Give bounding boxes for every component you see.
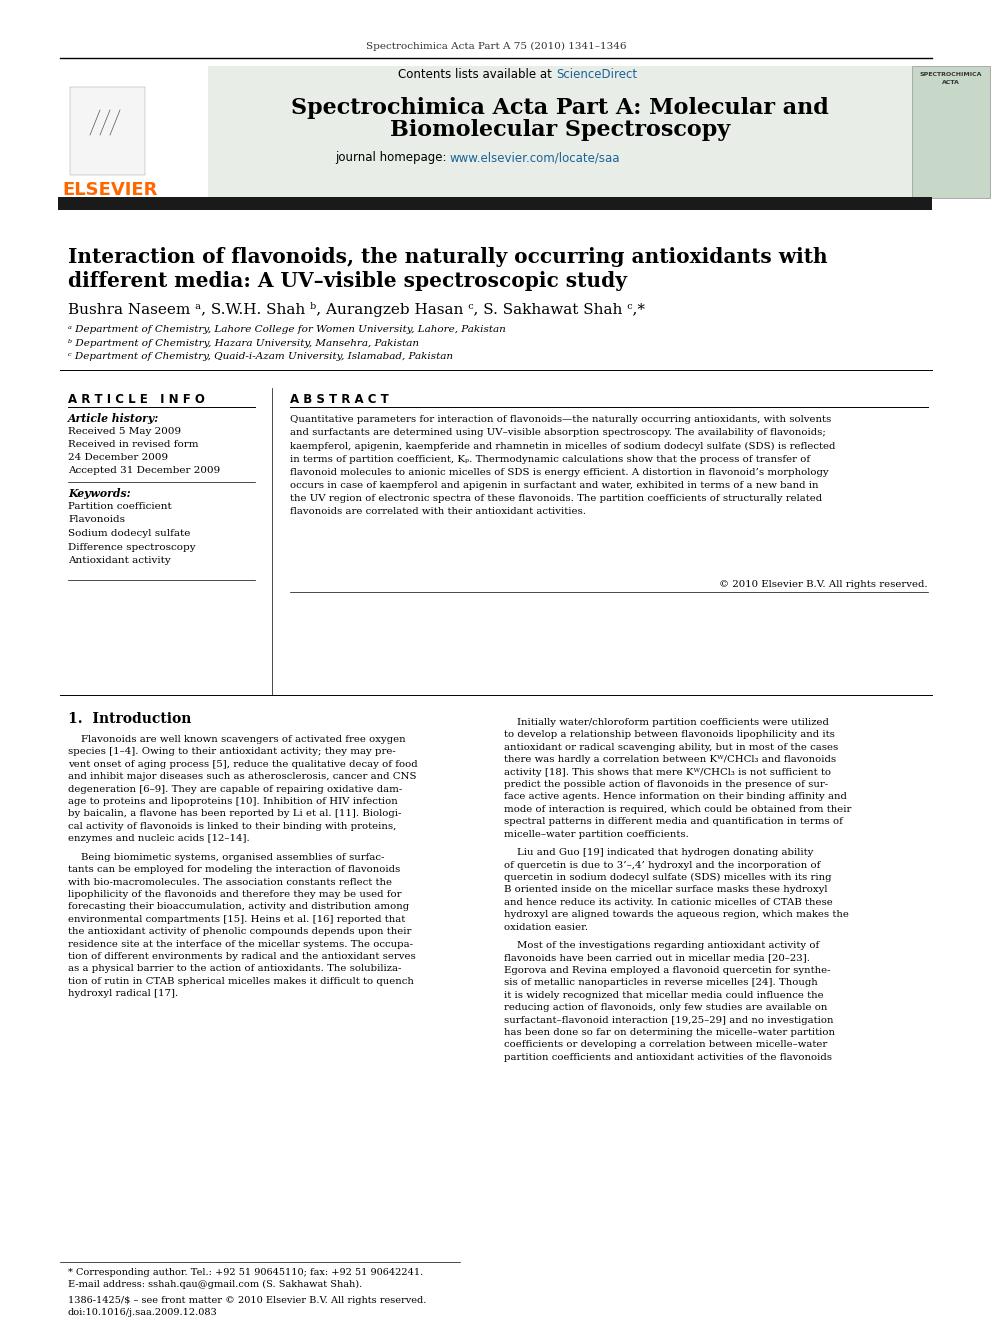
Text: reducing action of flavonoids, only few studies are available on: reducing action of flavonoids, only few … [504, 1003, 827, 1012]
Text: kaempferol, apigenin, kaempferide and rhamnetin in micelles of sodium dodecyl su: kaempferol, apigenin, kaempferide and rh… [290, 442, 835, 451]
Text: enzymes and nucleic acids [12–14].: enzymes and nucleic acids [12–14]. [68, 835, 250, 843]
Bar [912, 66, 990, 198]
Text: doi:10.1016/j.saa.2009.12.083: doi:10.1016/j.saa.2009.12.083 [68, 1308, 218, 1316]
Text: Received in revised form: Received in revised form [68, 441, 198, 448]
Text: the antioxidant activity of phenolic compounds depends upon their: the antioxidant activity of phenolic com… [68, 927, 412, 937]
Text: B oriented inside on the micellar surface masks these hydroxyl: B oriented inside on the micellar surfac… [504, 885, 827, 894]
Text: Egorova and Revina employed a flavonoid quercetin for synthe-: Egorova and Revina employed a flavonoid … [504, 966, 830, 975]
Text: tion of different environments by radical and the antioxidant serves: tion of different environments by radica… [68, 953, 416, 960]
Text: age to proteins and lipoproteins [10]. Inhibition of HIV infection: age to proteins and lipoproteins [10]. I… [68, 796, 398, 806]
Text: ScienceDirect: ScienceDirect [556, 67, 637, 81]
Text: Contents lists available at: Contents lists available at [399, 67, 556, 81]
Text: Quantitative parameters for interaction of flavonoids—the naturally occurring an: Quantitative parameters for interaction … [290, 415, 831, 423]
Text: of quercetin is due to 3’–,4’ hydroxyl and the incorporation of: of quercetin is due to 3’–,4’ hydroxyl a… [504, 860, 820, 869]
Text: Sodium dodecyl sulfate: Sodium dodecyl sulfate [68, 529, 190, 538]
Text: to develop a relationship between flavonoids lipophilicity and its: to develop a relationship between flavon… [504, 730, 835, 740]
Text: forecasting their bioaccumulation, activity and distribution among: forecasting their bioaccumulation, activ… [68, 902, 409, 912]
Text: Article history:: Article history: [68, 413, 160, 423]
Text: journal homepage:: journal homepage: [334, 152, 450, 164]
Text: mode of interaction is required, which could be obtained from their: mode of interaction is required, which c… [504, 804, 851, 814]
Text: activity [18]. This shows that mere Kᵂ/CHCl₃ is not sufficient to: activity [18]. This shows that mere Kᵂ/C… [504, 767, 831, 777]
Text: ᵃ Department of Chemistry, Lahore College for Women University, Lahore, Pakistan: ᵃ Department of Chemistry, Lahore Colleg… [68, 325, 506, 333]
Text: with bio-macromolecules. The association constants reflect the: with bio-macromolecules. The association… [68, 877, 392, 886]
Text: Antioxidant activity: Antioxidant activity [68, 556, 171, 565]
Text: micelle–water partition coefficients.: micelle–water partition coefficients. [504, 830, 688, 839]
Text: Spectrochimica Acta Part A: Molecular and: Spectrochimica Acta Part A: Molecular an… [291, 97, 829, 119]
Text: tants can be employed for modeling the interaction of flavonoids: tants can be employed for modeling the i… [68, 865, 400, 875]
Text: www.elsevier.com/locate/saa: www.elsevier.com/locate/saa [450, 152, 621, 164]
Text: Liu and Guo [19] indicated that hydrogen donating ability: Liu and Guo [19] indicated that hydrogen… [504, 848, 813, 857]
Text: flavonoid molecules to anionic micelles of SDS is energy efficient. A distortion: flavonoid molecules to anionic micelles … [290, 468, 828, 476]
Text: sis of metallic nanoparticles in reverse micelles [24]. Though: sis of metallic nanoparticles in reverse… [504, 979, 817, 987]
Text: lipophilicity of the flavonoids and therefore they may be used for: lipophilicity of the flavonoids and ther… [68, 890, 402, 900]
Text: 24 December 2009: 24 December 2009 [68, 452, 168, 462]
Text: species [1–4]. Owing to their antioxidant activity; they may pre-: species [1–4]. Owing to their antioxidan… [68, 747, 396, 757]
Text: Being biomimetic systems, organised assemblies of surfac-: Being biomimetic systems, organised asse… [68, 853, 384, 861]
Text: Received 5 May 2009: Received 5 May 2009 [68, 427, 182, 437]
Text: Partition coefficient: Partition coefficient [68, 501, 172, 511]
Text: in terms of partition coefficient, Kₚ. Thermodynamic calculations show that the : in terms of partition coefficient, Kₚ. T… [290, 455, 810, 463]
Text: Interaction of flavonoids, the naturally occurring antioxidants with: Interaction of flavonoids, the naturally… [68, 247, 827, 267]
Text: Initially water/chloroform partition coefficients were utilized: Initially water/chloroform partition coe… [504, 718, 829, 728]
Text: and hence reduce its activity. In cationic micelles of CTAB these: and hence reduce its activity. In cation… [504, 898, 832, 906]
Text: by baicalin, a flavone has been reported by Li et al. [11]. Biologi-: by baicalin, a flavone has been reported… [68, 810, 402, 819]
Text: the UV region of electronic spectra of these flavonoids. The partition coefficie: the UV region of electronic spectra of t… [290, 495, 822, 503]
Text: spectral patterns in different media and quantification in terms of: spectral patterns in different media and… [504, 818, 843, 826]
Text: SPECTROCHIMICA: SPECTROCHIMICA [920, 73, 982, 78]
Text: as a physical barrier to the action of antioxidants. The solubiliza-: as a physical barrier to the action of a… [68, 964, 402, 974]
Text: quercetin in sodium dodecyl sulfate (SDS) micelles with its ring: quercetin in sodium dodecyl sulfate (SDS… [504, 873, 831, 882]
Text: face active agents. Hence information on their binding affinity and: face active agents. Hence information on… [504, 792, 847, 802]
Text: ᶜ Department of Chemistry, Quaid-i-Azam University, Islamabad, Pakistan: ᶜ Department of Chemistry, Quaid-i-Azam … [68, 352, 453, 361]
Text: 1.  Introduction: 1. Introduction [68, 712, 191, 726]
Bar [208, 66, 912, 198]
Text: Difference spectroscopy: Difference spectroscopy [68, 542, 195, 552]
Text: E-mail address: sshah.qau@gmail.com (S. Sakhawat Shah).: E-mail address: sshah.qau@gmail.com (S. … [68, 1279, 362, 1289]
Text: flavonoids are correlated with their antioxidant activities.: flavonoids are correlated with their ant… [290, 508, 586, 516]
Text: and surfactants are determined using UV–visible absorption spectroscopy. The ava: and surfactants are determined using UV–… [290, 429, 826, 437]
Text: residence site at the interface of the micellar systems. The occupa-: residence site at the interface of the m… [68, 939, 413, 949]
Text: vent onset of aging process [5], reduce the qualitative decay of food: vent onset of aging process [5], reduce … [68, 759, 418, 769]
Text: antioxidant or radical scavenging ability, but in most of the cases: antioxidant or radical scavenging abilit… [504, 742, 838, 751]
Text: ᵇ Department of Chemistry, Hazara University, Mansehra, Pakistan: ᵇ Department of Chemistry, Hazara Univer… [68, 339, 419, 348]
Text: ACTA: ACTA [942, 81, 960, 86]
Text: Bushra Naseem ᵃ, S.W.H. Shah ᵇ, Aurangzeb Hasan ᶜ, S. Sakhawat Shah ᶜ,*: Bushra Naseem ᵃ, S.W.H. Shah ᵇ, Aurangze… [68, 302, 645, 318]
Text: cal activity of flavonoids is linked to their binding with proteins,: cal activity of flavonoids is linked to … [68, 822, 397, 831]
Text: Accepted 31 December 2009: Accepted 31 December 2009 [68, 466, 220, 475]
Text: Keywords:: Keywords: [68, 488, 131, 499]
Text: predict the possible action of flavonoids in the presence of sur-: predict the possible action of flavonoid… [504, 781, 828, 789]
Text: A R T I C L E   I N F O: A R T I C L E I N F O [68, 393, 205, 406]
Text: A B S T R A C T: A B S T R A C T [290, 393, 389, 406]
Bar [58, 66, 206, 198]
Text: degeneration [6–9]. They are capable of repairing oxidative dam-: degeneration [6–9]. They are capable of … [68, 785, 402, 794]
Text: and inhibit major diseases such as atherosclerosis, cancer and CNS: and inhibit major diseases such as ather… [68, 773, 417, 781]
Text: © 2010 Elsevier B.V. All rights reserved.: © 2010 Elsevier B.V. All rights reserved… [719, 579, 928, 589]
Text: there was hardly a correlation between Kᵂ/CHCl₃ and flavonoids: there was hardly a correlation between K… [504, 755, 836, 765]
Text: Flavonoids: Flavonoids [68, 516, 125, 524]
Text: tion of rutin in CTAB spherical micelles makes it difficult to quench: tion of rutin in CTAB spherical micelles… [68, 976, 414, 986]
Text: occurs in case of kaempferol and apigenin in surfactant and water, exhibited in : occurs in case of kaempferol and apigeni… [290, 482, 818, 490]
Text: Biomolecular Spectroscopy: Biomolecular Spectroscopy [390, 119, 730, 142]
Text: it is widely recognized that micellar media could influence the: it is widely recognized that micellar me… [504, 991, 823, 1000]
Text: environmental compartments [15]. Heins et al. [16] reported that: environmental compartments [15]. Heins e… [68, 914, 406, 923]
Text: partition coefficients and antioxidant activities of the flavonoids: partition coefficients and antioxidant a… [504, 1053, 832, 1062]
Text: Spectrochimica Acta Part A 75 (2010) 1341–1346: Spectrochimica Acta Part A 75 (2010) 134… [366, 41, 626, 50]
Text: surfactant–flavonoid interaction [19,25–29] and no investigation: surfactant–flavonoid interaction [19,25–… [504, 1016, 833, 1024]
Text: oxidation easier.: oxidation easier. [504, 922, 588, 931]
Text: * Corresponding author. Tel.: +92 51 90645110; fax: +92 51 90642241.: * Corresponding author. Tel.: +92 51 906… [68, 1267, 424, 1277]
Bar [70, 87, 145, 175]
Text: flavonoids have been carried out in micellar media [20–23].: flavonoids have been carried out in mice… [504, 954, 810, 963]
Text: Flavonoids are well known scavengers of activated free oxygen: Flavonoids are well known scavengers of … [68, 736, 406, 744]
Text: coefficients or developing a correlation between micelle–water: coefficients or developing a correlation… [504, 1040, 827, 1049]
Text: Most of the investigations regarding antioxidant activity of: Most of the investigations regarding ant… [504, 941, 819, 950]
Bar [58, 197, 932, 210]
Text: different media: A UV–visible spectroscopic study: different media: A UV–visible spectrosco… [68, 271, 627, 291]
Text: 1386-1425/$ – see front matter © 2010 Elsevier B.V. All rights reserved.: 1386-1425/$ – see front matter © 2010 El… [68, 1297, 427, 1304]
Text: has been done so far on determining the micelle–water partition: has been done so far on determining the … [504, 1028, 835, 1037]
Text: ELSEVIER: ELSEVIER [62, 181, 158, 198]
Text: hydroxyl radical [17].: hydroxyl radical [17]. [68, 990, 179, 998]
Text: hydroxyl are aligned towards the aqueous region, which makes the: hydroxyl are aligned towards the aqueous… [504, 910, 849, 919]
